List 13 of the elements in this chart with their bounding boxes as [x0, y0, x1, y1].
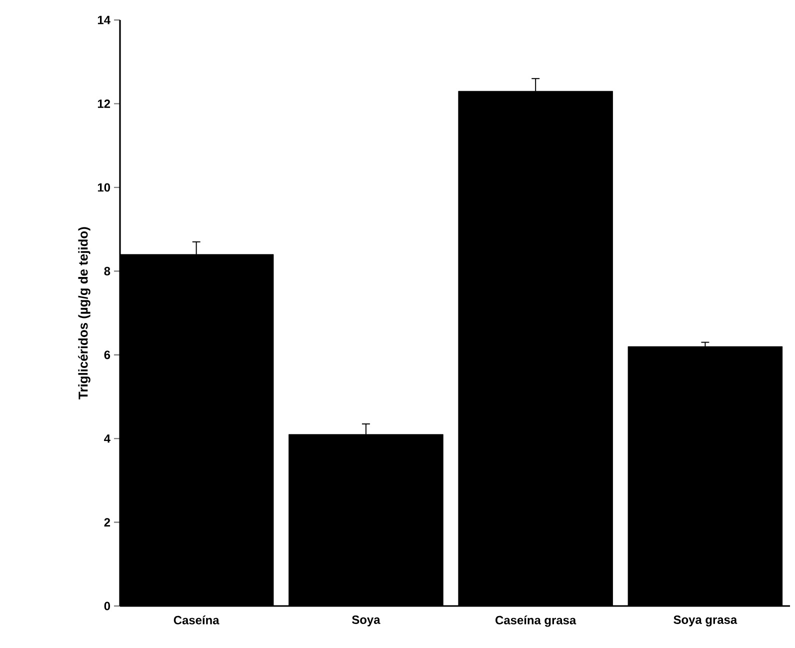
y-tick-label: 14	[98, 16, 110, 24]
y-tick-label: 8	[104, 266, 110, 276]
y-tick-label: 6	[104, 350, 110, 360]
y-tick-label: 2	[104, 518, 110, 526]
y-tick-label: 12	[98, 100, 110, 108]
y-tick-label: 10	[98, 183, 110, 192]
y-tick-label: 0	[104, 602, 110, 610]
x-tick-label: Caseína grasa	[496, 616, 576, 627]
y-axis-title: Triglicéridos (µg/g de tejido)	[78, 227, 90, 400]
x-tick-label: Soya grasa	[674, 616, 738, 626]
y-tick-label: 4	[104, 434, 110, 443]
x-tick-label: Caseína	[174, 616, 220, 624]
x-tick-label: Soya	[352, 616, 380, 626]
